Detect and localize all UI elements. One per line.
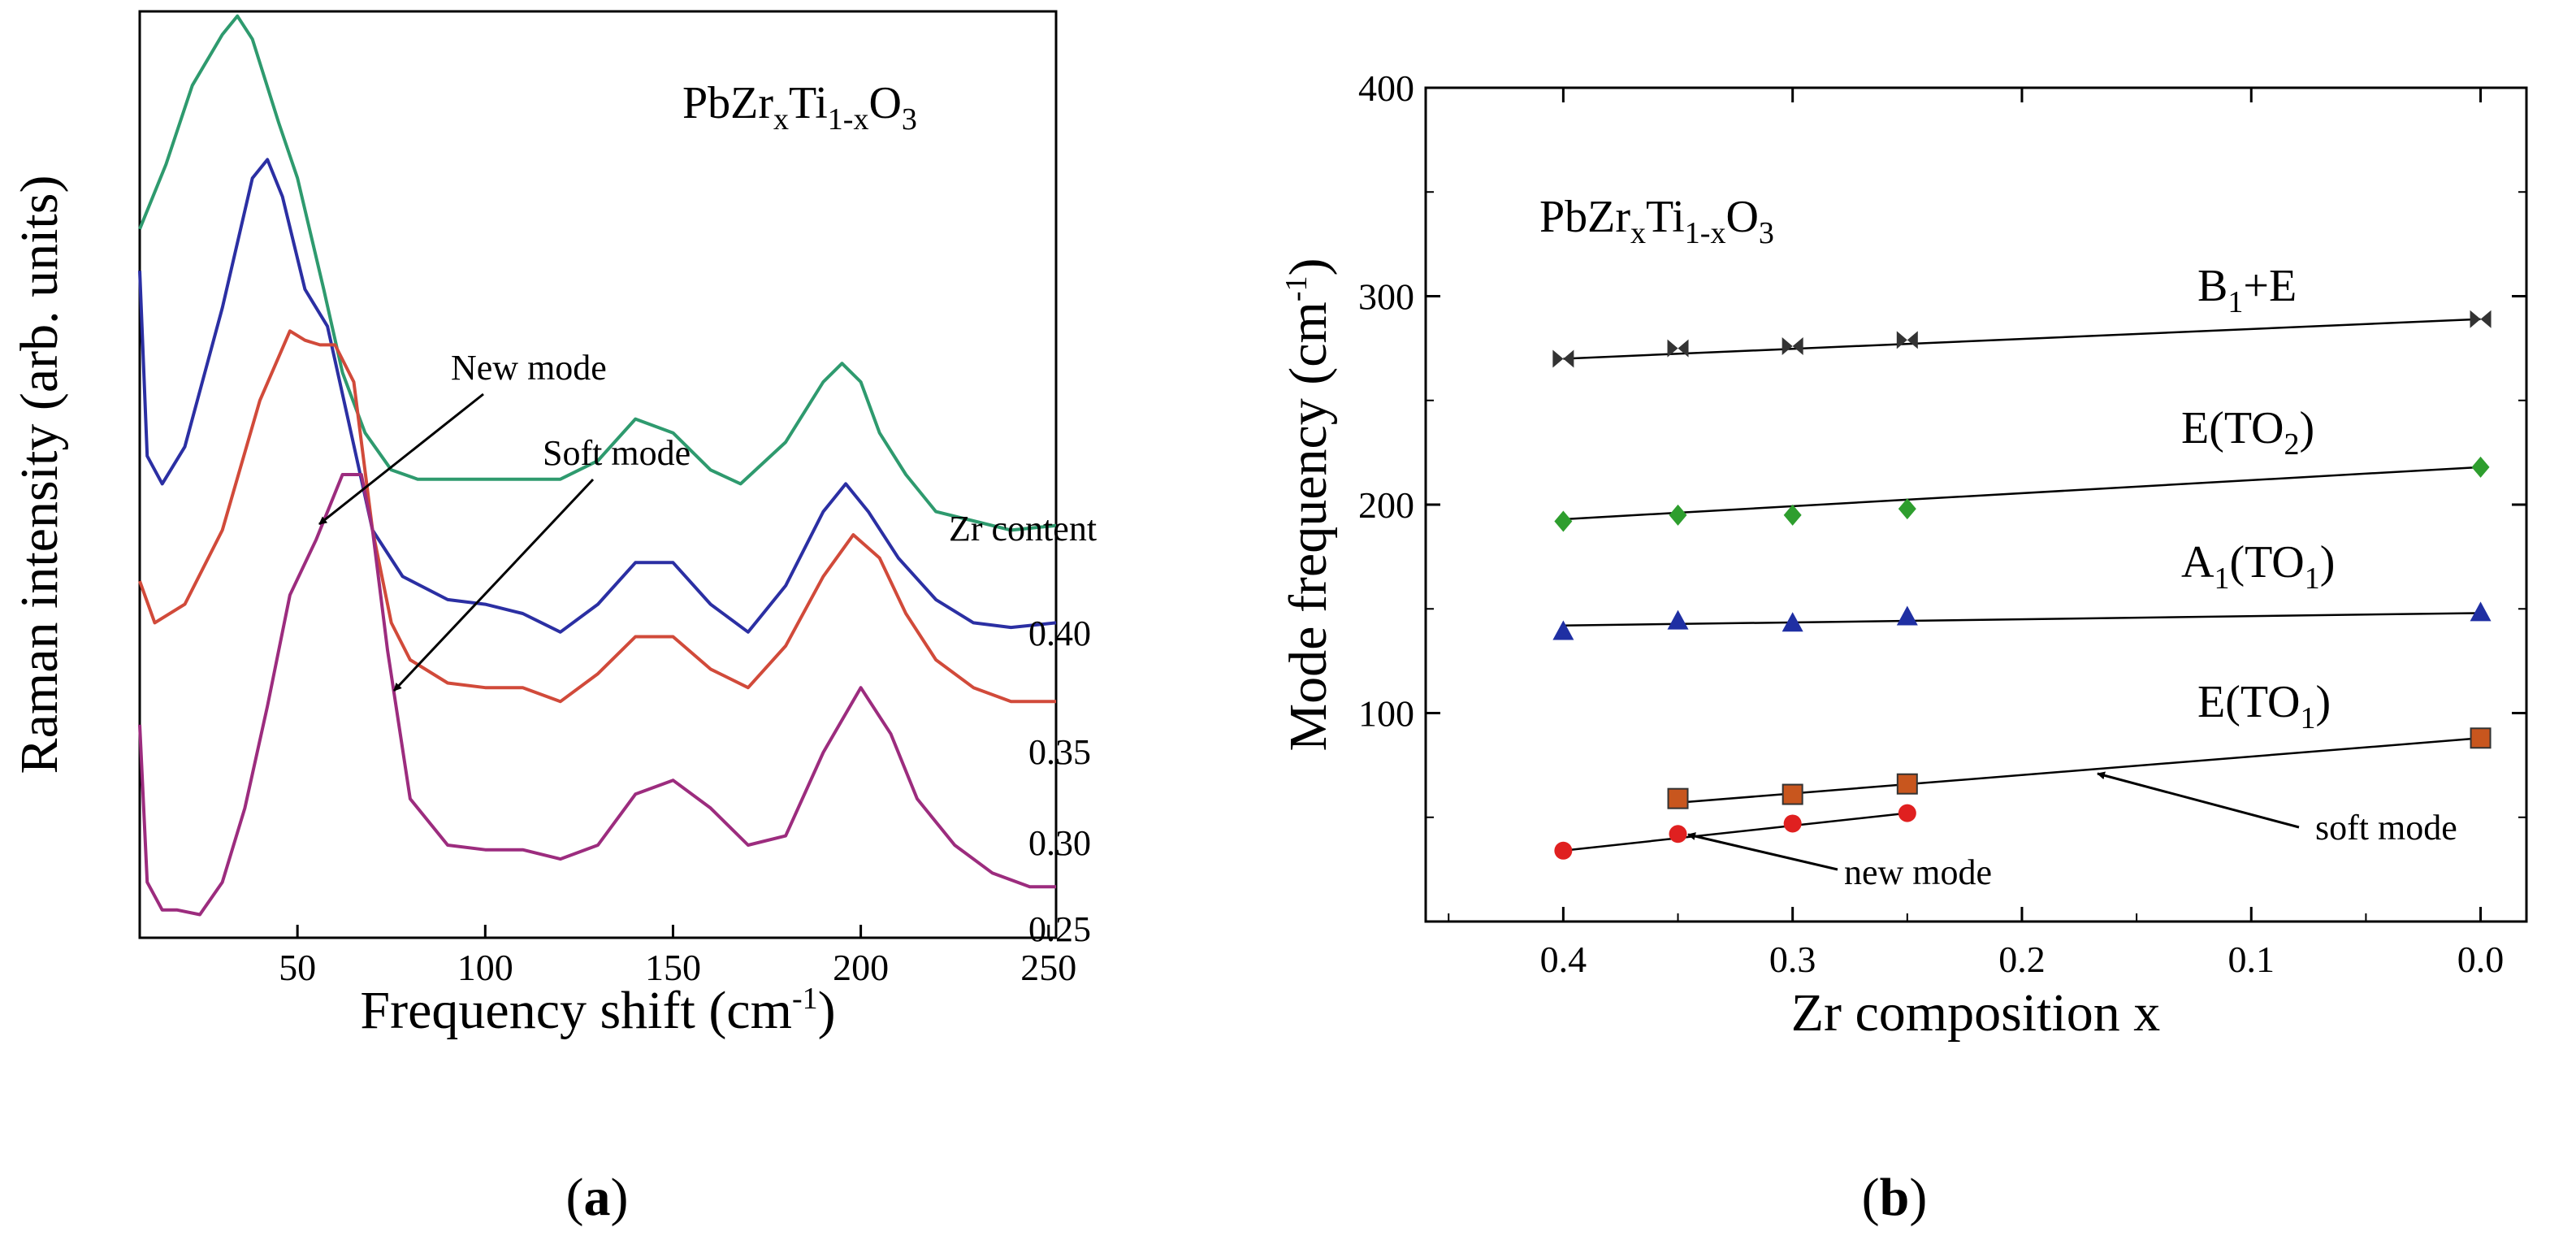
marker-a1-to1-1 — [1667, 609, 1689, 630]
marker-e-to2-1 — [1669, 504, 1687, 526]
panel-b-ticks: 0.4 0.3 0.2 0.1 0.0 100 200 300 400 — [1358, 67, 2526, 980]
panel-a-x-ticks: 50 100 150 200 250 — [279, 925, 1076, 988]
arrow-new-mode-b — [1687, 832, 1838, 871]
marker-new-mode-1 — [1669, 825, 1687, 844]
panel-a-x-axis-title: Frequency shift (cm-1) — [360, 981, 835, 1040]
y-tick-label-400: 400 — [1358, 67, 1414, 109]
annotation-new-mode-b: new mode — [1844, 852, 1992, 892]
x-tick-label-0.4: 0.4 — [1540, 939, 1587, 980]
marker-e-to2-4 — [2471, 456, 2490, 478]
panel-b-x-axis-title: Zr composition x — [1791, 983, 2161, 1043]
marker-e-to1-2 — [1896, 773, 1918, 795]
y-tick-label-100: 100 — [1358, 693, 1414, 735]
x-tick-label-0.3: 0.3 — [1769, 939, 1816, 980]
marker-b1-e-4 — [2470, 310, 2492, 328]
x-tick-label-0.2: 0.2 — [1998, 939, 2046, 980]
x-tick-label-100: 100 — [457, 947, 513, 988]
panel-b-title: PbZrxTi1-xO3 — [1539, 192, 1774, 250]
marker-e-to2-2 — [1783, 504, 1802, 526]
x-tick-label-0.1: 0.1 — [2228, 939, 2275, 980]
x-tick-label-200: 200 — [833, 947, 889, 988]
marker-new-mode-2 — [1783, 814, 1802, 833]
marker-new-mode-0 — [1554, 841, 1573, 860]
fit-line-e-to2 — [1563, 466, 2481, 521]
y-tick-label-200: 200 — [1358, 484, 1414, 526]
marker-e-to1-0 — [1667, 787, 1689, 809]
spectrum-zr-0-35 — [138, 158, 1057, 634]
annotation-soft-mode: Soft mode — [543, 433, 691, 473]
panel-a-spectra — [138, 14, 1057, 917]
panel-b-fit-lines — [1563, 318, 2481, 852]
fit-line-e-to1 — [1678, 737, 2481, 804]
x-tick-label-50: 50 — [279, 947, 316, 988]
spectrum-zr-0-40 — [138, 14, 1057, 532]
panel-a-y-axis-title: Raman intensity (arb. units) — [10, 176, 69, 774]
marker-b1-e-3 — [1896, 331, 1918, 349]
marker-e-to1-1 — [1782, 783, 1803, 805]
mode-frequency-panel: 0.4 0.3 0.2 0.1 0.0 100 200 300 400 PbZrxTi1-xO3… — [1279, 67, 2528, 1227]
panel-b-markers — [1552, 310, 2492, 860]
series-label-a1to1: A1(TO1) — [2181, 537, 2335, 596]
arrow-soft-mode-b — [2097, 771, 2300, 829]
fit-line-b1-e — [1563, 318, 2481, 360]
marker-e-to1-3 — [2470, 727, 2492, 749]
panel-b-y-axis-title: Mode frequency (cm-1) — [1279, 258, 1338, 751]
marker-e-to2-3 — [1898, 498, 1916, 520]
marker-a1-to1-4 — [2470, 601, 2492, 622]
x-tick-label-0.0: 0.0 — [2457, 939, 2505, 980]
legend-label-035: 0.35 — [1028, 732, 1091, 772]
series-label-eto2: E(TO2) — [2181, 403, 2314, 462]
series-label-b1e: B1+E — [2197, 261, 2297, 319]
fit-line-a1-to1 — [1563, 612, 2481, 627]
fit-line-new-mode — [1563, 812, 1907, 852]
panel-a-title: PbZrxTi1-xO3 — [682, 78, 917, 137]
annotation-new-mode: New mode — [451, 348, 607, 388]
marker-a1-to1-2 — [1782, 612, 1803, 632]
panel-a-frame — [138, 10, 1058, 939]
series-label-eto1: E(TO1) — [2197, 677, 2331, 735]
x-tick-label-150: 150 — [645, 947, 701, 988]
spectrum-zr-0-30 — [138, 329, 1056, 704]
arrow-new-mode — [318, 392, 484, 526]
y-tick-label-300: 300 — [1358, 276, 1414, 318]
legend-label-025: 0.25 — [1028, 909, 1091, 949]
marker-b1-e-2 — [1782, 337, 1803, 356]
marker-e-to2-0 — [1554, 510, 1573, 532]
legend-label-040: 0.40 — [1028, 614, 1091, 653]
annotation-soft-mode-b: soft mode — [2315, 808, 2457, 848]
arrow-soft-mode — [392, 478, 595, 692]
legend-title-zr-content: Zr content — [949, 509, 1097, 549]
x-tick-label-250: 250 — [1020, 947, 1076, 988]
marker-a1-to1-3 — [1896, 605, 1918, 626]
marker-b1-e-1 — [1667, 339, 1689, 358]
marker-b1-e-0 — [1552, 349, 1574, 368]
legend-label-030: 0.30 — [1028, 823, 1091, 863]
spectrum-zr-0-25 — [138, 473, 1056, 917]
marker-a1-to1-0 — [1552, 620, 1574, 640]
marker-new-mode-3 — [1898, 804, 1916, 822]
panel-b-label: (b) — [1862, 1168, 1928, 1227]
panel-a-label: (a) — [566, 1168, 629, 1227]
raman-spectra-panel: 50 100 150 200 250 PbZrxTi1-xO3 Zr content 0… — [10, 10, 1097, 1227]
